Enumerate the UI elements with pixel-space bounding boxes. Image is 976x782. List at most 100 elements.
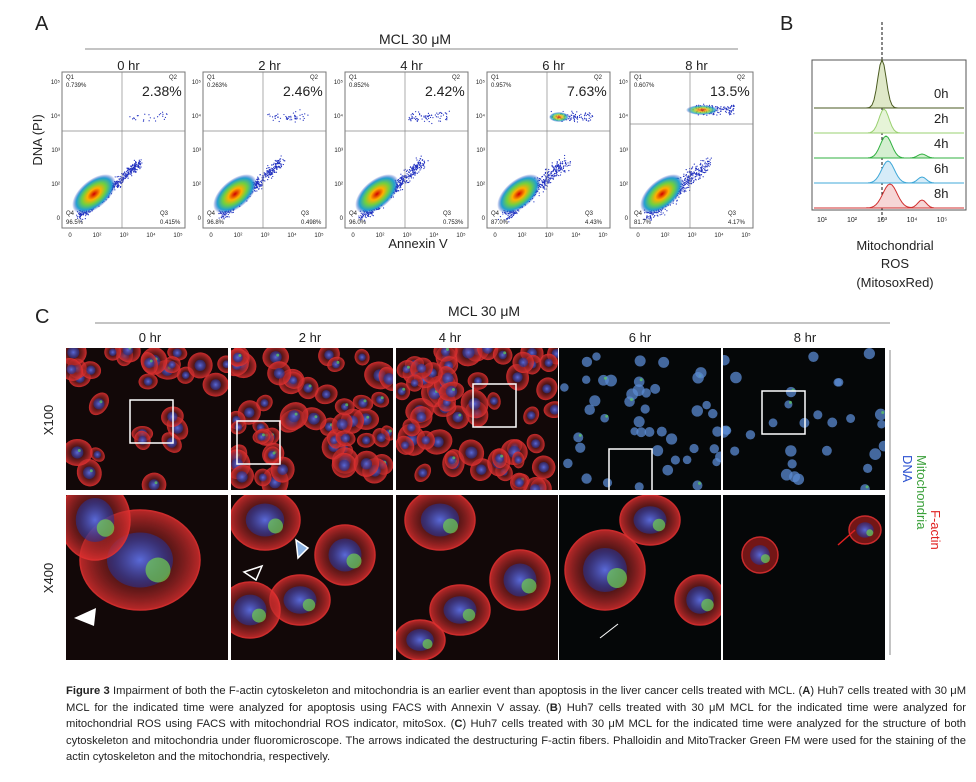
- event-dot: [686, 179, 688, 181]
- event-dot: [699, 177, 701, 179]
- event-dot: [683, 190, 685, 192]
- nucleus: [108, 348, 117, 356]
- event-dot: [275, 165, 277, 167]
- event-dot: [364, 216, 366, 218]
- event-dot: [564, 154, 566, 157]
- nucleus: [636, 427, 647, 438]
- event-dot: [415, 116, 417, 118]
- event-dot: [566, 165, 568, 167]
- nucleus: [362, 436, 371, 445]
- nucleus: [303, 383, 313, 393]
- event-dot: [81, 214, 83, 216]
- event-dot: [78, 215, 80, 218]
- nucleus: [531, 439, 541, 449]
- event-dot: [411, 169, 413, 171]
- nucleus: [712, 426, 721, 437]
- event-dot: [361, 214, 364, 216]
- mito: [402, 387, 406, 391]
- event-dot: [261, 188, 263, 190]
- event-dot: [428, 114, 430, 116]
- event-dot: [412, 117, 414, 119]
- event-dot: [272, 119, 274, 121]
- event-dot: [139, 162, 141, 164]
- x-tick-label: 10⁴: [714, 232, 724, 239]
- event-dot: [271, 116, 274, 118]
- quadrant-name: Q1: [207, 75, 216, 81]
- event-dot: [139, 164, 142, 166]
- event-dot: [269, 173, 271, 176]
- x-tick-label: 10⁵: [314, 232, 324, 239]
- cells: [66, 348, 228, 490]
- event-dot: [688, 184, 690, 186]
- mito: [605, 414, 609, 418]
- event-dot: [270, 171, 272, 173]
- event-dot: [117, 175, 119, 178]
- event-dot: [273, 162, 275, 164]
- event-dot: [701, 169, 703, 171]
- event-dot: [407, 181, 409, 184]
- event-dot: [418, 113, 421, 115]
- event-dot: [688, 180, 690, 182]
- event-dot: [569, 115, 571, 118]
- arrowhead: [242, 564, 264, 582]
- event-dot: [508, 217, 510, 219]
- event-dot: [117, 186, 119, 188]
- event-dot: [405, 170, 408, 172]
- event-dot: [717, 107, 719, 109]
- event-dot: [725, 107, 727, 109]
- event-dot: [654, 214, 656, 217]
- nucleus: [730, 446, 740, 456]
- nucleus: [86, 365, 96, 375]
- event-dot: [533, 201, 535, 203]
- event-dot: [553, 168, 556, 170]
- event-dot: [416, 163, 418, 166]
- event-dot: [543, 178, 545, 181]
- event-dot: [584, 118, 586, 120]
- event-dot: [588, 117, 590, 119]
- event-dot: [401, 180, 404, 183]
- event-dot: [585, 119, 587, 121]
- event-dot: [164, 116, 167, 119]
- event-dot: [157, 116, 159, 118]
- event-dot: [507, 216, 509, 219]
- event-dot: [127, 169, 129, 171]
- event-dot: [285, 118, 288, 120]
- event-dot: [555, 168, 557, 170]
- event-dot: [446, 117, 448, 119]
- event-dot: [578, 114, 581, 117]
- x-tick-label: 10⁵: [456, 232, 466, 239]
- event-dot: [510, 213, 513, 215]
- event-dot: [411, 168, 413, 170]
- nucleus: [144, 357, 155, 369]
- event-dot: [427, 112, 430, 114]
- event-dot: [418, 159, 420, 161]
- event-dot: [119, 180, 121, 182]
- event-dot: [571, 117, 573, 119]
- mito: [145, 557, 171, 583]
- event-dot: [139, 166, 141, 168]
- nucleus: [67, 348, 80, 359]
- caption-text: Figure 3: [66, 685, 110, 697]
- event-dot: [137, 165, 140, 167]
- event-dot: [407, 171, 410, 173]
- event-dot: [282, 163, 285, 166]
- event-dot: [511, 215, 513, 217]
- event-dot: [154, 120, 157, 122]
- nucleus: [745, 430, 756, 440]
- event-dot: [544, 186, 546, 188]
- nucleus: [324, 350, 334, 360]
- micrograph: [66, 495, 228, 660]
- x-tick-label: 10⁴: [571, 232, 581, 239]
- event-dot: [690, 182, 692, 185]
- event-dot: [552, 178, 554, 180]
- event-dot: [137, 162, 140, 165]
- event-dot: [125, 176, 127, 178]
- figure-caption: Figure 3 Impairment of both the F-actin …: [66, 683, 966, 766]
- event-dot: [408, 176, 410, 178]
- nucleus: [407, 423, 416, 432]
- event-dot: [657, 212, 659, 214]
- event-dot: [559, 164, 562, 166]
- event-dot: [118, 185, 120, 187]
- sample-label: 0h: [934, 86, 948, 101]
- quadrant-percent: 2.46%: [283, 83, 323, 99]
